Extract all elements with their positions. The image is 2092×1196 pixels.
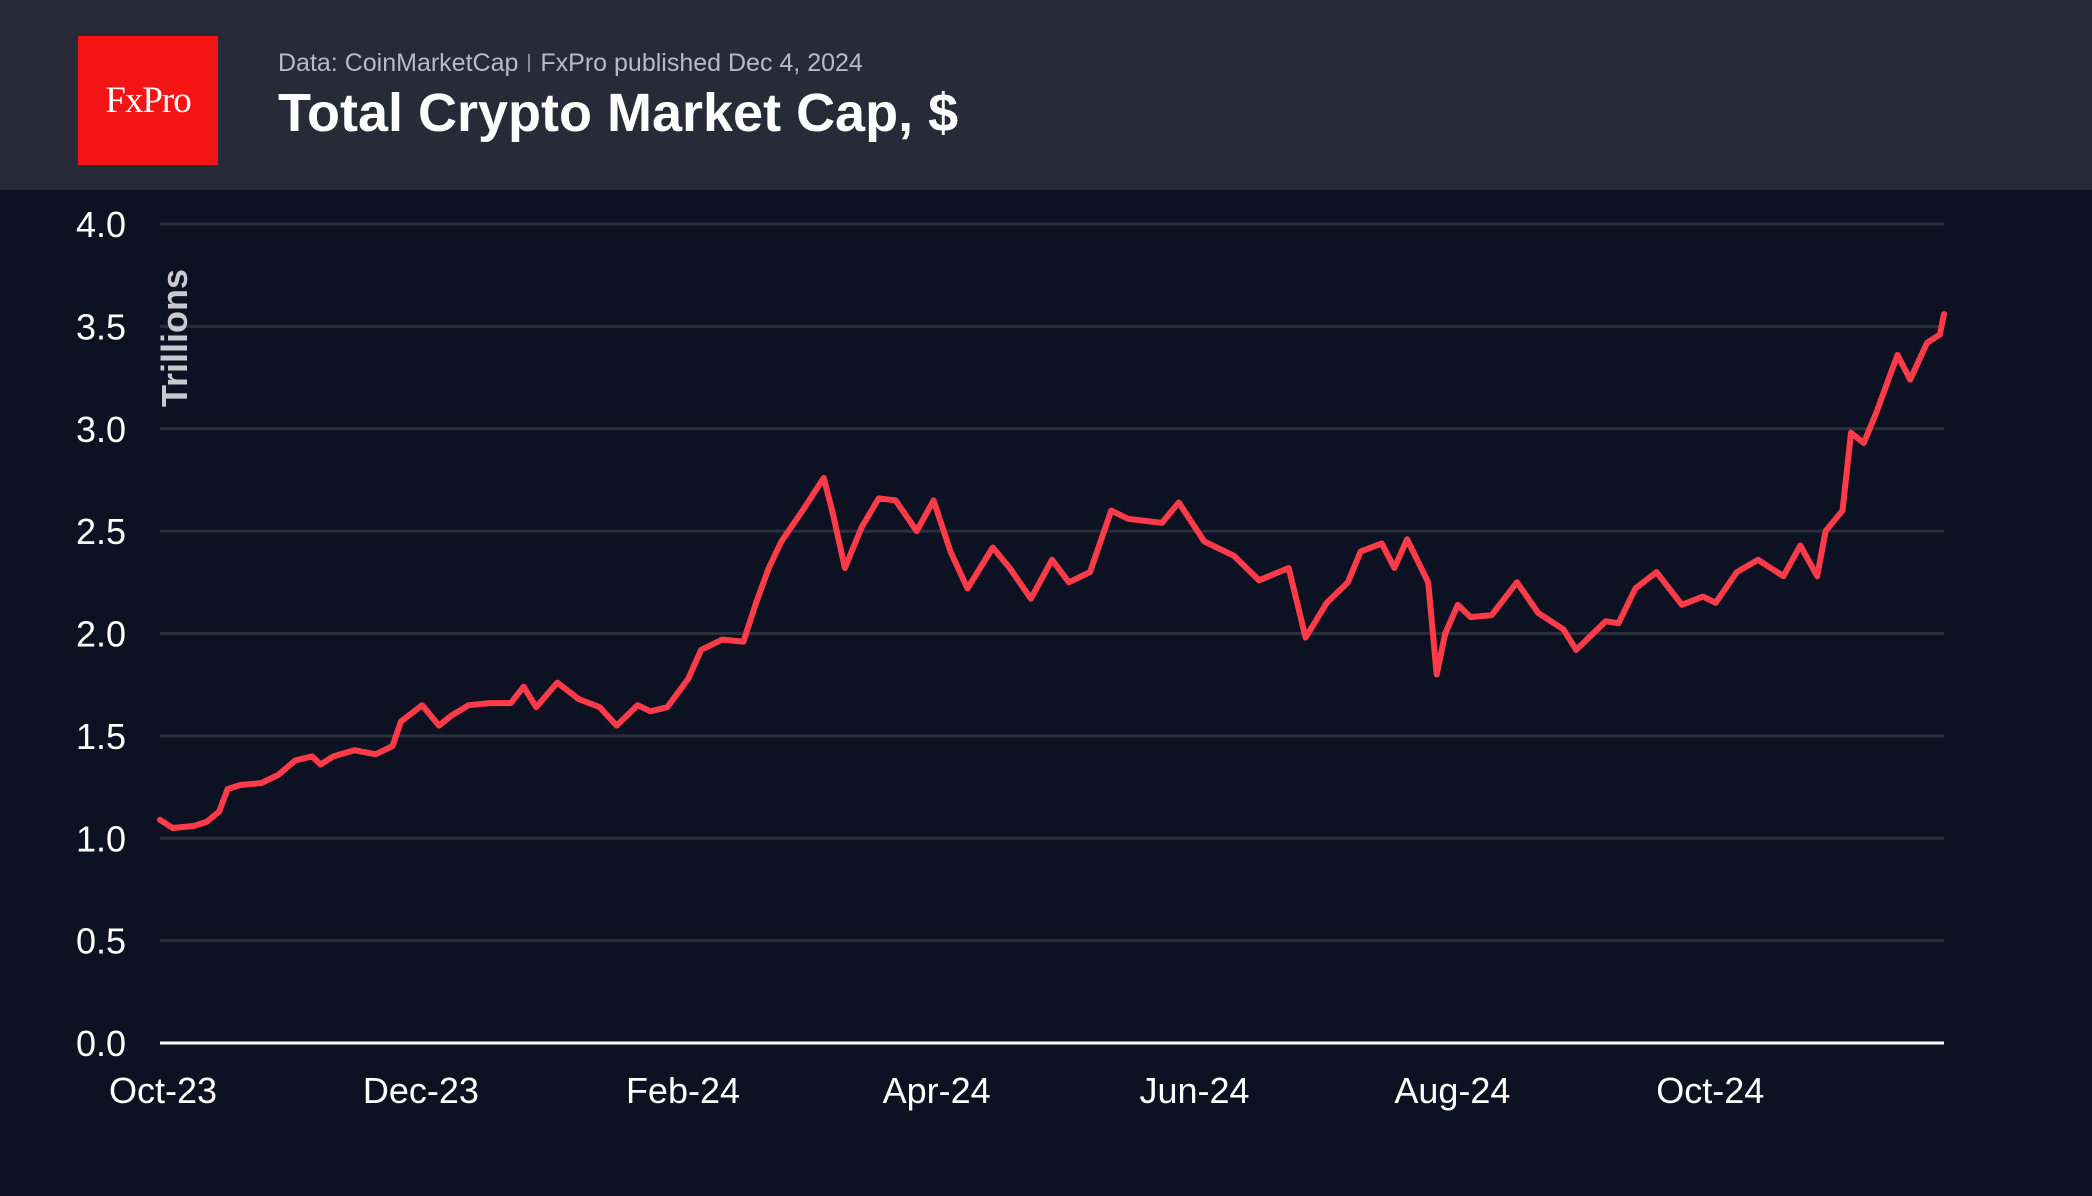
x-tick-label: Feb-24: [626, 1070, 740, 1111]
y-tick-label: 1.5: [76, 716, 126, 757]
y-tick-label: 4.0: [76, 204, 126, 245]
published-date: FxPro published Dec 4, 2024: [540, 49, 863, 77]
data-source: Data: CoinMarketCap: [278, 49, 519, 77]
x-tick-label: Dec-23: [363, 1070, 479, 1111]
separator: [528, 54, 531, 72]
header: FxPro Data: CoinMarketCap FxPro published…: [0, 0, 2092, 190]
y-tick-label: 2.0: [76, 614, 126, 655]
y-tick-label: 3.0: [76, 409, 126, 450]
x-tick-label: Jun-24: [1139, 1070, 1249, 1111]
y-tick-label: 0.5: [76, 921, 126, 962]
y-tick-label: 3.5: [76, 306, 126, 347]
y-axis-label: Trillions: [154, 269, 195, 407]
y-tick-label: 2.5: [76, 511, 126, 552]
x-tick-label: Aug-24: [1394, 1070, 1510, 1111]
y-tick-label: 1.0: [76, 818, 126, 859]
series-line: [157, 311, 1947, 831]
fxpro-logo: FxPro: [78, 36, 218, 165]
y-tick-label: 0.0: [76, 1023, 126, 1064]
subtitle: Data: CoinMarketCap FxPro published Dec 4…: [278, 49, 863, 78]
chart-title: Total Crypto Market Cap, $: [278, 83, 959, 143]
x-tick-label: Oct-23: [109, 1070, 217, 1111]
x-tick-label: Oct-24: [1656, 1070, 1764, 1111]
x-tick-label: Apr-24: [883, 1070, 991, 1111]
